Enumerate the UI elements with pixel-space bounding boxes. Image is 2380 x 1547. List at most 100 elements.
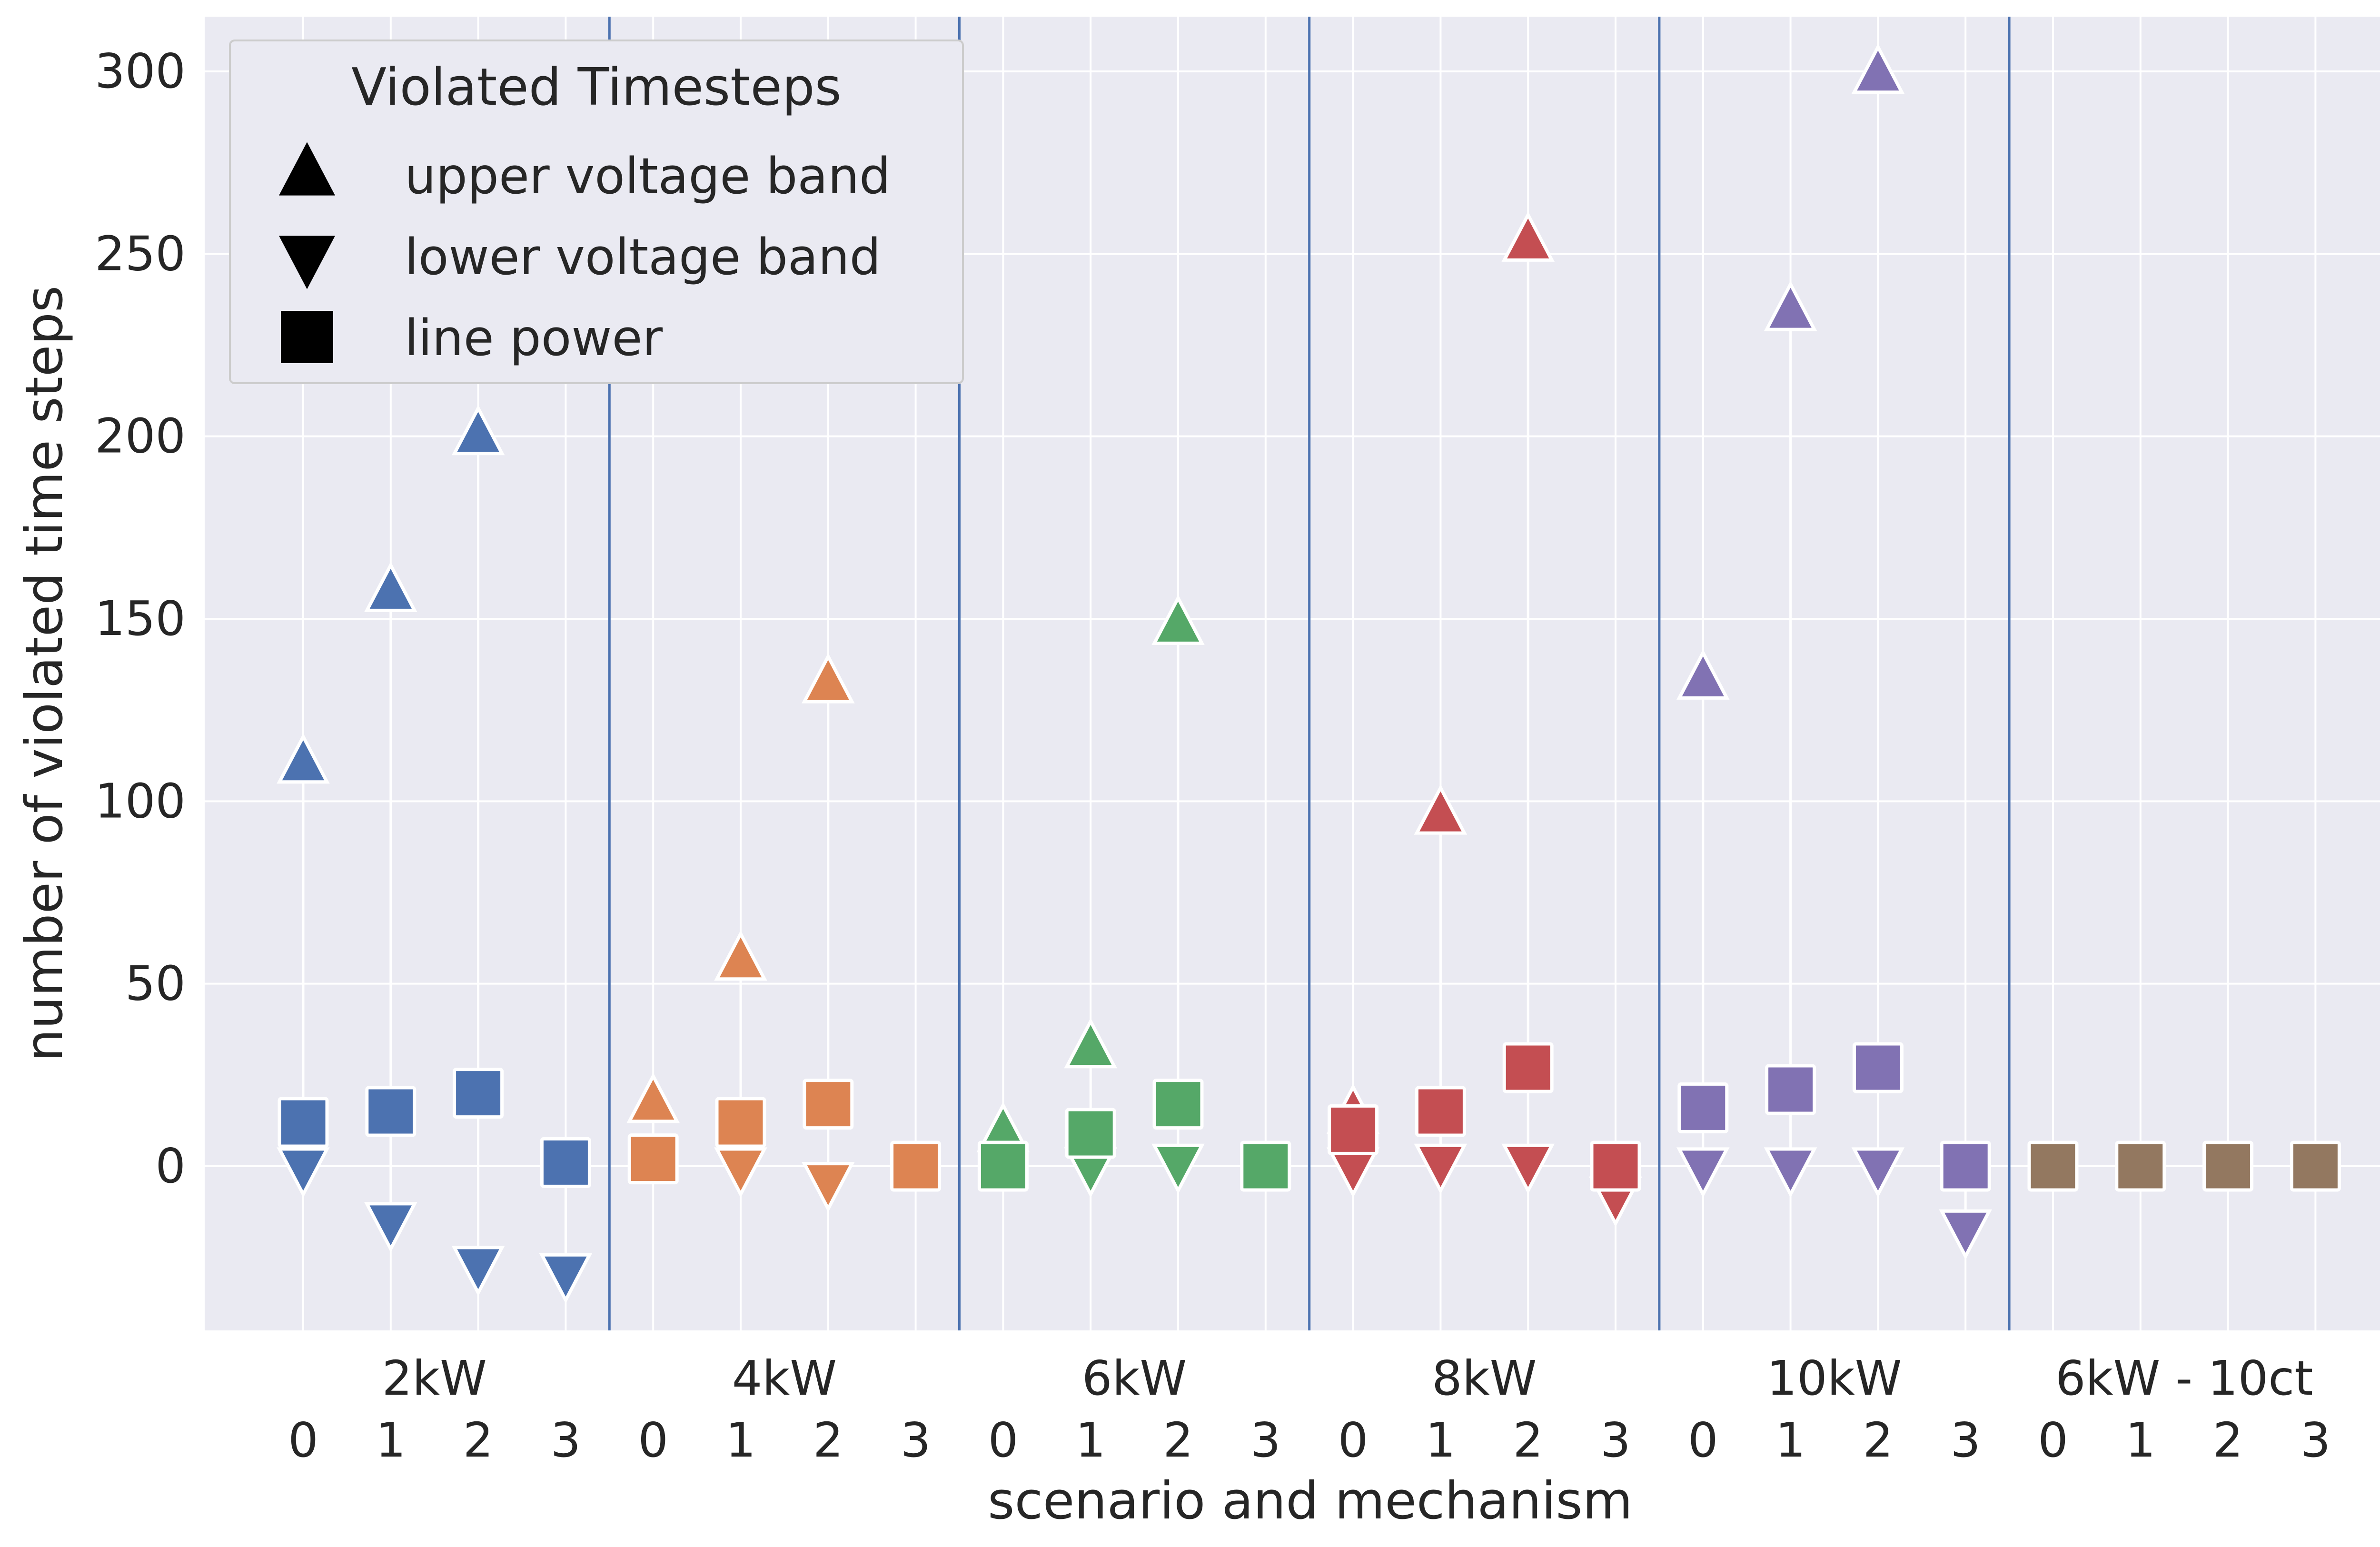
data-marks: [277, 43, 2341, 1304]
upper-voltage-point: [1676, 649, 1730, 700]
mechanism-label: 0: [1338, 1412, 1368, 1468]
line-power-point: [1065, 1108, 1116, 1159]
mechanism-label: 0: [638, 1412, 668, 1468]
group-label: 8kW: [1432, 1350, 1537, 1406]
legend-entry-label: lower voltage band: [405, 228, 881, 286]
mechanism-label: 3: [1600, 1412, 1631, 1468]
mechanism-label: 2: [1163, 1412, 1193, 1468]
mechanism-label: 1: [2125, 1412, 2156, 1468]
line-power-point: [977, 1140, 1029, 1192]
line-power-point: [1152, 1079, 1204, 1130]
lower-voltage-point: [1939, 1209, 1992, 1260]
legend-triangle-up-icon: [279, 142, 335, 196]
upper-voltage-point: [364, 561, 417, 612]
x-axis-label: scenario and mechanism: [988, 1471, 1633, 1531]
line-power-point: [1765, 1064, 1816, 1115]
mechanism-label: 1: [1075, 1412, 1106, 1468]
y-tick-labels: 0 50 100 150 200 250 300: [95, 43, 186, 1194]
y-tick-label: 0: [155, 1138, 186, 1194]
legend-triangle-down-icon: [279, 236, 335, 289]
line-power-point: [1415, 1086, 1466, 1137]
mechanism-label: 3: [1250, 1412, 1281, 1468]
lower-voltage-point: [1676, 1147, 1730, 1198]
mechanism-label: 2: [2213, 1412, 2243, 1468]
lower-voltage-point: [1414, 1143, 1468, 1194]
upper-voltage-point: [1501, 211, 1555, 262]
group-label: 6kW: [1082, 1350, 1187, 1406]
lower-voltage-point: [277, 1147, 330, 1198]
upper-voltage-point: [451, 405, 505, 456]
line-power-point: [2027, 1140, 2079, 1192]
upper-voltage-point: [626, 1072, 680, 1123]
line-power-point: [1677, 1082, 1729, 1133]
line-power-point: [453, 1068, 504, 1119]
group-label: 6kW - 10ct: [2055, 1350, 2313, 1406]
mechanism-label: 2: [463, 1412, 494, 1468]
y-axis-label: number of violated time steps: [15, 286, 74, 1061]
group-label: 2kW: [382, 1350, 486, 1406]
line-power-point: [2290, 1140, 2341, 1192]
lower-voltage-point: [1764, 1147, 1817, 1198]
legend-title: Violated Timesteps: [351, 58, 842, 117]
line-power-point: [1852, 1042, 1904, 1093]
mechanism-label: 0: [2038, 1412, 2068, 1468]
upper-voltage-point: [1851, 43, 1905, 94]
line-power-point: [803, 1079, 854, 1130]
lower-voltage-point: [539, 1253, 593, 1304]
mechanism-label: 2: [1863, 1412, 1894, 1468]
legend-square-icon: [281, 311, 333, 363]
line-power-point: [365, 1086, 416, 1137]
mechanism-label: 0: [988, 1412, 1019, 1468]
mechanism-label: 2: [813, 1412, 843, 1468]
mechanism-label: 1: [1775, 1412, 1806, 1468]
legend-entry-label: line power: [405, 309, 663, 367]
upper-voltage-point: [1414, 784, 1468, 835]
upper-voltage-point: [1151, 594, 1205, 645]
mechanism-label: 1: [725, 1412, 756, 1468]
line-power-point: [1502, 1042, 1554, 1093]
lower-voltage-point: [802, 1162, 855, 1213]
group-label: 4kW: [732, 1350, 837, 1406]
mechanism-label: 1: [1426, 1412, 1456, 1468]
mechanism-label: 1: [376, 1412, 406, 1468]
legend: Violated Timesteps upper voltage band low…: [229, 40, 964, 384]
line-power-point: [2115, 1140, 2166, 1192]
upper-voltage-point: [277, 733, 330, 784]
y-tick-label: 150: [95, 591, 186, 646]
legend-box: [229, 40, 964, 384]
line-power-point: [1240, 1140, 1291, 1192]
mechanism-label: 3: [2301, 1412, 2331, 1468]
mechanism-label: 2: [1513, 1412, 1543, 1468]
line-power-point: [1590, 1140, 1641, 1192]
line-power-point: [890, 1140, 942, 1192]
line-power-point: [278, 1097, 329, 1148]
legend-entry-label: upper voltage band: [405, 147, 891, 205]
upper-voltage-point: [1764, 280, 1817, 331]
mechanism-label: 0: [288, 1412, 318, 1468]
upper-voltage-point: [714, 930, 767, 981]
line-power-point: [1328, 1104, 1379, 1155]
lower-voltage-point: [1151, 1143, 1205, 1194]
y-tick-label: 200: [95, 408, 186, 464]
mechanism-label: 3: [551, 1412, 581, 1468]
line-power-point: [627, 1133, 679, 1185]
mechanism-label: 0: [1688, 1412, 1718, 1468]
y-tick-label: 250: [95, 226, 186, 281]
lower-voltage-point: [1501, 1143, 1555, 1194]
line-power-point: [715, 1097, 766, 1148]
lower-voltage-point: [714, 1147, 767, 1198]
line-power-point: [1940, 1140, 1991, 1192]
y-tick-label: 300: [95, 43, 186, 99]
line-power-point: [540, 1137, 591, 1188]
y-tick-label: 100: [95, 773, 186, 829]
y-tick-label: 50: [125, 956, 186, 1012]
lower-voltage-point: [1851, 1147, 1905, 1198]
group-label: 10kW: [1766, 1350, 1902, 1406]
mechanism-label: 3: [1950, 1412, 1981, 1468]
mechanism-label: 3: [901, 1412, 931, 1468]
line-power-point: [2202, 1140, 2254, 1192]
upper-voltage-point: [802, 653, 855, 704]
lower-voltage-point: [451, 1246, 505, 1297]
